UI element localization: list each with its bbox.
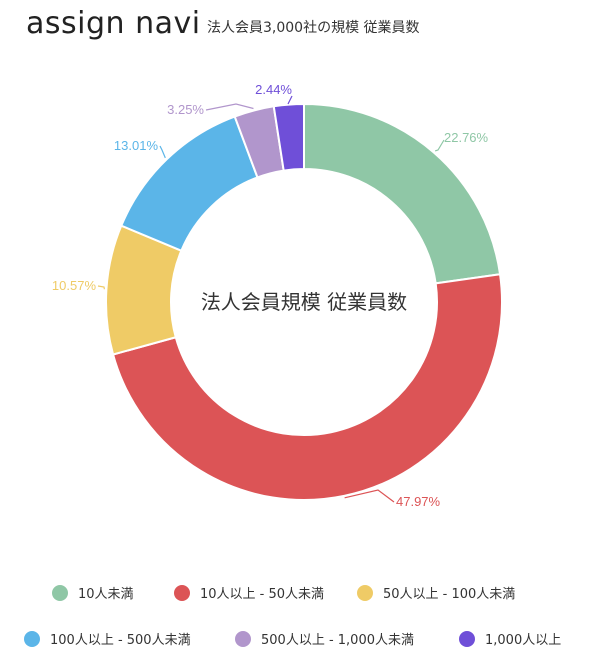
data-label-5: 3.25%: [167, 102, 204, 117]
data-label-1: 22.76%: [444, 130, 489, 145]
legend-label: 1,000人以上: [485, 633, 562, 648]
donut-slice-4: [120, 115, 259, 253]
logo: assign navi: [26, 6, 201, 41]
donut-slice-1: [303, 102, 502, 285]
legend-item-2[interactable]: 10人以上 - 50人未満: [174, 583, 324, 602]
legend-item-4[interactable]: 100人以上 - 500人未満: [24, 629, 191, 648]
data-label-6: 2.44%: [255, 82, 292, 97]
chart-title: 法人会員規模 従業員数: [201, 290, 407, 314]
donut-slice-2: [111, 273, 503, 502]
data-label-2: 47.97%: [396, 494, 441, 509]
legend-item-3[interactable]: 50人以上 - 100人未満: [357, 583, 515, 602]
leader-line-3: [97, 285, 105, 290]
leader-line-6: [287, 95, 293, 105]
legend-swatch: [357, 584, 373, 601]
legend-label: 100人以上 - 500人未満: [50, 633, 191, 648]
legend: 10人未満 10人以上 - 50人未満 50人以上 - 100人未満 100人以上 -…: [0, 575, 602, 655]
leader-line-5: [205, 103, 254, 111]
legend-item-6[interactable]: 1,000人以上: [459, 629, 561, 648]
leader-line-1: [434, 139, 445, 152]
data-label-3: 10.57%: [52, 278, 97, 293]
legend-label: 10人未満: [78, 587, 134, 602]
donut-chart: 22.76% 47.97% 10.57% 13.01% 3.25% 2.44% 法人会員規模…: [52, 82, 503, 509]
legend-label: 500人以上 - 1,000人未満: [261, 633, 414, 648]
legend-item-5[interactable]: 500人以上 - 1,000人未満: [235, 629, 414, 648]
legend-swatch: [174, 584, 190, 601]
legend-label: 50人以上 - 100人未満: [383, 587, 516, 602]
data-label-4: 13.01%: [114, 138, 159, 153]
legend-swatch: [24, 630, 40, 647]
legend-swatch: [52, 584, 68, 601]
donut-slice-6: [272, 102, 305, 172]
legend-item-1[interactable]: 10人未満: [52, 583, 134, 602]
legend-swatch: [459, 630, 475, 647]
legend-label: 10人以上 - 50人未満: [200, 587, 325, 602]
leader-line-2: [344, 489, 395, 503]
header: assign navi 法人会員3,000社の規模 従業員数: [0, 0, 602, 50]
page-subtitle: 法人会員3,000社の規模 従業員数: [207, 20, 420, 36]
legend-swatch: [235, 630, 251, 647]
leader-line-4: [159, 145, 166, 159]
